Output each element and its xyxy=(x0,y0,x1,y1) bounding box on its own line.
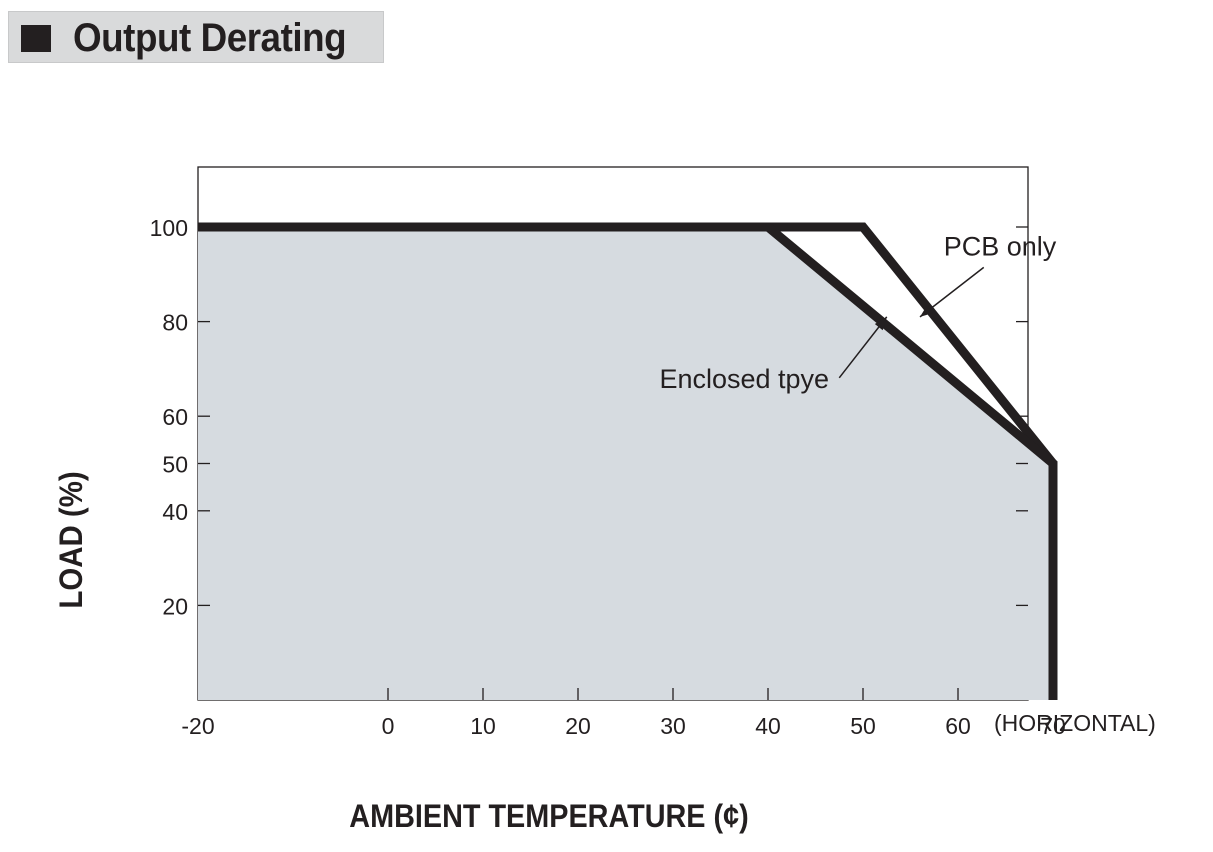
y-axis-ticks: 20 40 50 60 80 100 xyxy=(150,215,1028,619)
series-line-enclosed-type xyxy=(198,222,1058,700)
y-axis-title: LOAD (%) xyxy=(53,471,89,608)
x-tick-label: 50 xyxy=(850,713,876,739)
x-tick-label: 10 xyxy=(470,713,496,739)
y-tick-label: 20 xyxy=(162,593,188,619)
x-tick-label: 0 xyxy=(382,713,395,739)
safe-operating-area xyxy=(198,227,1053,700)
x-axis-orientation-note: (HORIZONTAL) xyxy=(994,710,1156,736)
annotation-arrow-line xyxy=(919,266,985,318)
x-tick-label: 70 xyxy=(1040,713,1066,739)
annotation-label: Enclosed tpye xyxy=(659,364,829,394)
annotation-label: PCB only xyxy=(944,231,1057,261)
annotations: PCB only Enclosed tpye xyxy=(659,231,1056,393)
x-axis-title: AMBIENT TEMPERATURE (¢) xyxy=(349,799,748,835)
x-tick-label: 30 xyxy=(660,713,686,739)
y-tick-label: 50 xyxy=(162,452,188,478)
y-tick-label: 60 xyxy=(162,404,188,430)
x-tick-label: 40 xyxy=(755,713,781,739)
arrowhead-icon xyxy=(874,316,887,331)
square-bullet-icon xyxy=(21,25,51,52)
y-tick-label: 80 xyxy=(162,310,188,336)
arrowhead-icon xyxy=(920,304,934,317)
x-tick-label: 60 xyxy=(945,713,971,739)
x-tick-label: -20 xyxy=(181,713,214,739)
y-tick-label: 100 xyxy=(150,215,188,241)
title-banner: Output Derating xyxy=(8,11,384,63)
x-tick-label: 20 xyxy=(565,713,591,739)
y-tick-label: 40 xyxy=(162,499,188,525)
page-title: Output Derating xyxy=(73,16,347,60)
